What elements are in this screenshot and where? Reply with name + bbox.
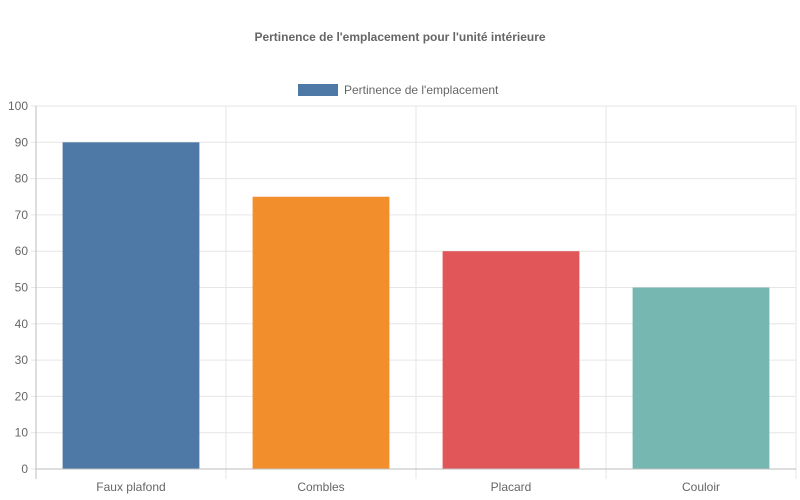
- x-tick-label: Placard: [491, 480, 532, 494]
- y-tick-label: 50: [15, 281, 29, 295]
- y-tick-label: 20: [15, 389, 29, 403]
- x-tick-label: Couloir: [682, 480, 720, 494]
- legend-swatch: [298, 84, 338, 96]
- y-tick-label: 90: [15, 135, 29, 149]
- y-tick-label: 100: [8, 99, 28, 113]
- legend-label: Pertinence de l'emplacement: [344, 83, 499, 97]
- y-tick-label: 30: [15, 353, 29, 367]
- bars: [62, 142, 770, 470]
- axes: 0 10 20 30 40 50 60 70 80 90 100 Faux plafond Comble…: [8, 99, 796, 494]
- bar-placard[interactable]: [442, 251, 580, 469]
- x-tick-label: Faux plafond: [96, 480, 165, 494]
- bar-couloir[interactable]: [632, 287, 770, 470]
- x-tick-label: Combles: [297, 480, 344, 494]
- y-tick-label: 10: [15, 426, 29, 440]
- y-tick-label: 80: [15, 172, 29, 186]
- bar-faux-plafond[interactable]: [62, 142, 200, 470]
- y-tick-label: 70: [15, 208, 29, 222]
- legend[interactable]: Pertinence de l'emplacement: [298, 83, 499, 97]
- y-tick-label: 40: [15, 317, 29, 331]
- bar-combles[interactable]: [252, 196, 390, 469]
- y-tick-label: 60: [15, 244, 29, 258]
- y-tick-label: 0: [21, 462, 28, 476]
- chart-title: Pertinence de l'emplacement pour l'unité…: [254, 30, 545, 44]
